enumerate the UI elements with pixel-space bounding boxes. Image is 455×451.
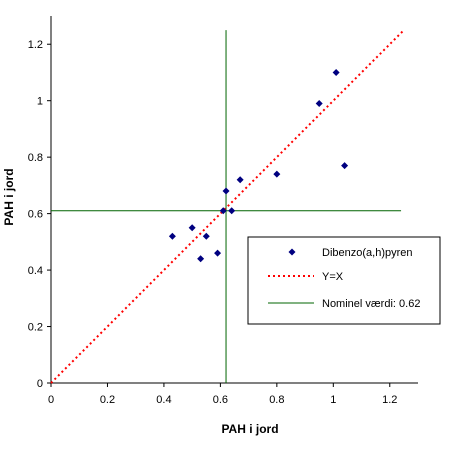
legend-label-dibenzo: Dibenzo(a,h)pyren	[322, 247, 413, 259]
x-tick-label: 0.4	[156, 394, 171, 406]
legend-label-yx: Y=X	[322, 271, 344, 283]
y-tick-label: 0.4	[28, 265, 43, 277]
points-layer	[168, 68, 349, 263]
y-axis-title: PAH i jord	[2, 168, 16, 225]
y-tick-label: 0	[37, 378, 43, 390]
data-point	[315, 100, 323, 108]
x-tick-label: 0	[48, 394, 54, 406]
y-equals-x-line	[50, 29, 405, 384]
y-tick-label: 0.8	[28, 152, 43, 164]
y-tick-label: 1	[37, 96, 43, 108]
data-point	[214, 249, 222, 257]
data-point	[332, 68, 340, 76]
x-tick-label: 0.2	[100, 394, 115, 406]
data-point	[219, 207, 227, 215]
data-point	[188, 224, 196, 232]
data-point	[273, 170, 281, 178]
x-tick-label: 1.2	[382, 394, 397, 406]
data-point	[228, 207, 236, 215]
x-tick-label: 1	[330, 394, 336, 406]
data-point	[197, 255, 205, 263]
legend-marker-dibenzo	[288, 248, 296, 256]
legend: Dibenzo(a,h)pyren Y=X Nominel værdi: 0.62	[247, 236, 441, 325]
x-axis-title: PAH i jord	[221, 422, 278, 436]
legend-box	[247, 236, 441, 325]
data-point	[222, 187, 230, 195]
y-tick-label: 0.6	[28, 209, 43, 221]
x-tick-label: 0.8	[269, 394, 284, 406]
line-layer	[50, 29, 405, 384]
data-point	[341, 162, 349, 170]
data-point	[236, 176, 244, 184]
y-tick-label: 0.2	[28, 322, 43, 334]
data-point	[202, 232, 210, 240]
data-point	[168, 232, 176, 240]
x-tick-label: 0.6	[213, 394, 228, 406]
y-tick-label: 1.2	[28, 39, 43, 51]
axes: 0 0.2 0.4 0.6 0.8 1 1.2 0 0.2 0.4 0.6 0.8 1 1.2	[28, 16, 418, 406]
legend-label-nominal: Nominel værdi: 0.62	[322, 298, 420, 310]
